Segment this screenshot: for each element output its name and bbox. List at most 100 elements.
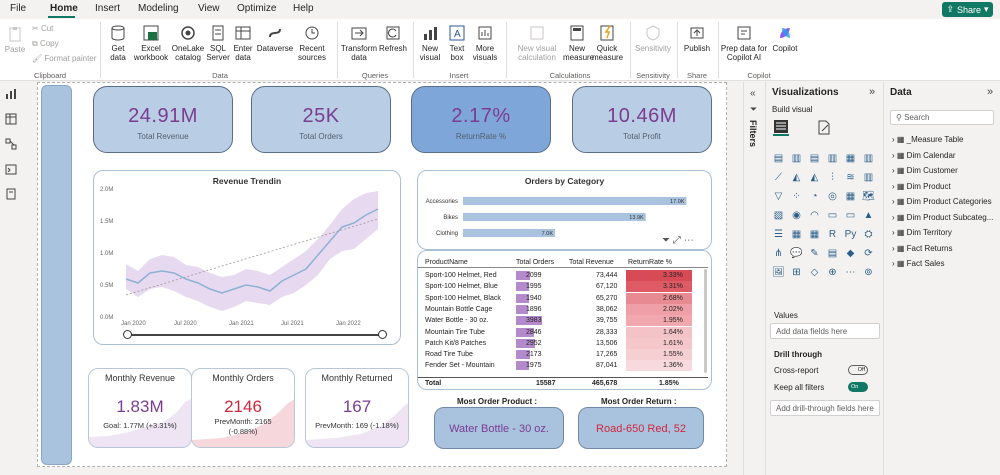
decomp-tree-visual-icon[interactable]: ⋔ (774, 248, 783, 259)
menu-modeling[interactable]: Modeling (138, 3, 179, 14)
card-visual-icon[interactable]: ▭ (827, 210, 838, 221)
cross-report-toggle[interactable]: Off (848, 365, 868, 375)
field-table-item[interactable]: › ▦ Fact Returns (892, 244, 952, 253)
column-header[interactable]: Total Revenue (569, 259, 614, 266)
area-visual-icon[interactable]: ◭ (792, 172, 801, 183)
more-options-icon[interactable]: ⋯ (683, 235, 694, 246)
keep-filters-toggle[interactable]: On (848, 382, 868, 392)
format-visual-icon[interactable] (816, 119, 832, 135)
most-order-return-card[interactable]: Road-650 Red, 52 (578, 407, 704, 449)
table-view-icon[interactable] (5, 113, 17, 125)
line-visual-icon[interactable]: ⟋ (775, 172, 782, 183)
table-scrollbar[interactable] (704, 269, 707, 373)
table-row[interactable]: Fender Set - Mountain 1975 87,041 1.36% (418, 360, 708, 372)
100-bar-visual-icon[interactable]: ▦ (845, 153, 856, 164)
narrative-visual-icon[interactable]: ✎ (810, 248, 819, 259)
transform-data-button[interactable]: Transform data (340, 25, 378, 62)
category-bar[interactable] (463, 213, 646, 221)
time-slider-end-handle[interactable] (378, 330, 387, 339)
donut-visual-icon[interactable]: ◎ (828, 191, 837, 202)
stacked-column-visual-icon[interactable]: ▥ (791, 153, 802, 164)
qa-visual-icon[interactable]: 💬 (790, 248, 803, 259)
clustered-bar-visual-icon[interactable]: ▤ (809, 153, 820, 164)
field-table-item[interactable]: › ▦ Dim Product Subcateg... (892, 213, 993, 222)
stacked-bar-visual-icon[interactable]: ▤ (773, 153, 784, 164)
scatter-visual-icon[interactable]: ⁘ (792, 191, 801, 202)
revenue-trend-chart[interactable]: Revenue Trendin 2.0M 1.5M 1.0M 0.5M 0.0M… (93, 170, 401, 345)
new-visual-button[interactable]: New visual (417, 25, 443, 62)
sensitivity-button[interactable]: Sensitivity (633, 25, 673, 53)
new-visual-calculation-button[interactable]: New visual calculation (512, 25, 562, 62)
table-row[interactable]: Mountain Bottle Cage 1896 38,062 2.02% (418, 303, 708, 315)
sql-server-button[interactable]: SQL Server (206, 25, 230, 62)
slicer-visual-icon[interactable]: ☰ (774, 229, 783, 240)
100-column-visual-icon[interactable]: ▥ (863, 153, 874, 164)
clustered-column-visual-icon[interactable]: ▥ (827, 153, 838, 164)
copy-button[interactable]: ⧉ Copy (32, 39, 59, 48)
data-search-input[interactable]: ⚲ Search (890, 110, 994, 125)
arcgis-visual-icon[interactable]: ⊚ (864, 267, 873, 278)
category-bar[interactable] (463, 197, 687, 205)
expand-icon[interactable]: « (750, 88, 756, 99)
build-visual-tab[interactable] (773, 119, 789, 136)
custom-visual-icon[interactable]: ⊕ (828, 267, 837, 278)
filters-label[interactable]: Filters (748, 120, 758, 148)
recent-sources-button[interactable]: Recent sources (295, 25, 329, 62)
table-row[interactable]: Mountain Tire Tube 2846 28,333 1.64% (418, 326, 708, 338)
collapse-icon[interactable]: » (869, 86, 876, 98)
menu-optimize[interactable]: Optimize (237, 3, 277, 14)
funnel-visual-icon[interactable]: ▽ (774, 191, 783, 202)
image-visual-icon[interactable]: 🖼 (772, 267, 785, 278)
kpi-card-total-orders[interactable]: 25K Total Orders (251, 86, 391, 153)
table-row[interactable]: Sport-100 Helmet, Red 2099 73,444 3.33% (418, 270, 708, 281)
field-table-item[interactable]: › ▦ Dim Product (892, 182, 951, 191)
column-header[interactable]: Total Orders (516, 259, 555, 266)
gauge-visual-icon[interactable]: ◠ (810, 210, 819, 221)
onelake-button[interactable]: OneLake catalog (170, 25, 206, 62)
copilot-button[interactable]: Copilot (770, 25, 800, 53)
excel-button[interactable]: Excel workbook (133, 25, 169, 62)
dataverse-button[interactable]: Dataverse (256, 25, 294, 53)
matrix-visual-icon[interactable]: ▦ (809, 229, 820, 240)
kpi-card-return-rate[interactable]: 2.17% ReturnRate % (411, 86, 551, 153)
refresh-button[interactable]: Refresh (378, 25, 408, 53)
monthly-returned-card[interactable]: Monthly Returned 167 PrevMonth: 169 (-1.… (305, 368, 409, 448)
table-row[interactable]: Sport-100 Helmet, Black 1940 65,270 2.68% (418, 292, 708, 304)
most-order-product-card[interactable]: Water Bottle - 30 oz. (434, 407, 564, 449)
tmdl-view-icon[interactable] (5, 188, 17, 200)
share-button[interactable]: ⇪ Share ▾ (942, 2, 993, 17)
report-view-icon[interactable] (5, 88, 17, 100)
publish-button[interactable]: Publish (680, 25, 714, 53)
ellipsis-visual-icon[interactable]: ⋯ (845, 267, 856, 278)
table-row[interactable]: Sport-100 Helmet, Blue 1995 67,120 3.31% (418, 281, 708, 293)
dax-query-view-icon[interactable] (5, 163, 17, 175)
more-visuals-visual-icon[interactable]: ⊞ (792, 267, 801, 278)
category-bar[interactable] (463, 229, 555, 237)
menu-insert[interactable]: Insert (95, 3, 121, 14)
field-table-item[interactable]: › ▦ Dim Product Categories (892, 197, 992, 206)
treemap-visual-icon[interactable]: ▦ (845, 191, 856, 202)
time-slider-start-handle[interactable] (123, 330, 132, 339)
more-visuals-button[interactable]: More visuals (470, 25, 500, 62)
menu-view[interactable]: View (198, 3, 220, 14)
format-painter-button[interactable]: 🖌 Format painter (32, 54, 97, 63)
enter-data-button[interactable]: Enter data (232, 25, 254, 62)
monthly-revenue-card[interactable]: Monthly Revenue 1.83M Goal: 1.77M (+3.31… (88, 368, 192, 448)
r-visual-visual-icon[interactable]: R (828, 229, 837, 240)
table-visual-icon[interactable]: ▦ (791, 229, 802, 240)
azure-map-visual-icon[interactable]: ◉ (792, 210, 801, 221)
kpi-visual-icon[interactable]: ▲ (863, 210, 874, 221)
field-table-item[interactable]: › ▦ Dim Customer (892, 166, 958, 175)
menu-help[interactable]: Help (293, 3, 314, 14)
menu-home[interactable]: Home (50, 3, 78, 14)
model-view-icon[interactable] (5, 138, 17, 150)
filled-map-visual-icon[interactable]: ▧ (773, 210, 784, 221)
paginated-visual-icon[interactable]: ▤ (827, 248, 838, 259)
field-table-item[interactable]: › ▦ Dim Calendar (892, 151, 956, 160)
filters-pane-collapsed[interactable]: « ⏷ Filters (743, 82, 765, 475)
shape-visual-icon[interactable]: ◇ (810, 267, 819, 278)
map-visual-icon[interactable]: 🗺 (862, 191, 875, 202)
orders-by-category-chart[interactable]: Orders by Category Accessories 17.0K Bikes… (417, 170, 712, 250)
ribbon-visual-icon[interactable]: ≋ (846, 172, 855, 183)
field-table-item[interactable]: › ▦ _Measure Table (892, 135, 963, 144)
